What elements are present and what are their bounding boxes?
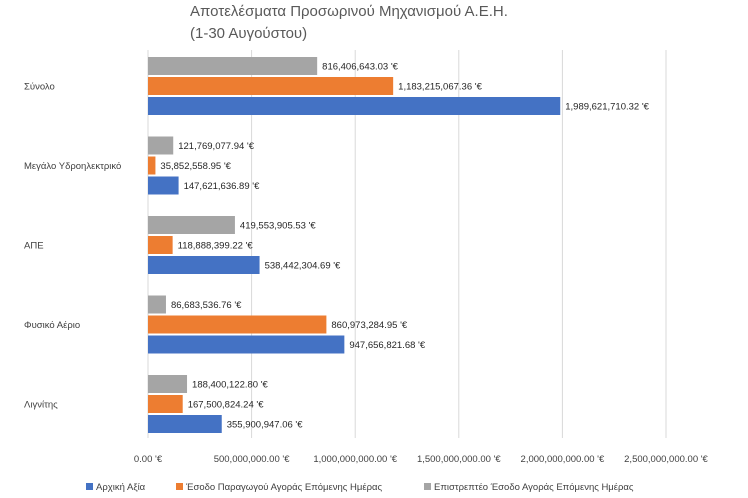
data-label: 35,852,558.95 '€ [160,161,231,172]
data-label: 121,769,077.94 '€ [178,141,254,152]
x-tick-label: 2,500,000,000.00 '€ [624,454,708,465]
category-label: Φυσικό Αέριο [24,320,80,331]
bar [148,335,345,354]
data-label: 538,442,304.69 '€ [265,261,341,272]
category-label: Σύνολο [24,82,55,93]
category-labels: Σύνολο Μεγάλο Υδροηλεκτρικό ΑΠΕ Φυσικό Αέρι… [24,82,121,411]
chart-title-line-1: Αποτελέσματα Προσωρινού Μηχανισμού Α.Ε.Η… [190,3,508,20]
data-label: 188,400,122.80 '€ [192,380,268,391]
bar [148,156,156,175]
data-label: 167,500,824.24 '€ [188,400,264,411]
data-label: 419,553,905.53 '€ [240,221,316,232]
legend-swatch [86,483,93,490]
x-tick-label: 500,000,000.00 '€ [214,454,290,465]
bar [148,295,166,314]
bar [148,97,561,115]
x-tick-label: 1,500,000,000.00 '€ [417,454,501,465]
category-label: ΑΠΕ [24,241,44,252]
x-tick-label: 2,000,000,000.00 '€ [521,454,605,465]
legend-swatch [424,483,431,490]
bar [148,136,174,155]
bar [148,57,318,75]
data-label: 355,900,947.06 '€ [227,420,303,431]
bar [148,77,394,95]
data-label: 860,973,284.95 '€ [331,320,407,331]
bar [148,256,260,274]
bar [148,395,183,413]
legend-label: Αρχική Αξία [96,482,146,493]
data-label: 147,621,636.89 '€ [184,181,260,192]
legend-label: Έσοδο Παραγωγού Αγοράς Επόμενης Ημέρας [185,482,382,493]
data-label: 86,683,536.76 '€ [171,300,242,311]
bar [148,176,179,195]
data-label: 1,183,215,067.36 '€ [398,82,482,93]
bar [148,216,235,234]
bar [148,415,222,433]
chart-title-line-2: (1-30 Αυγούστου) [190,25,307,42]
data-label: 816,406,643.03 '€ [322,62,398,73]
legend-label: Επιστρεπτέο Έσοδο Αγοράς Επόμενης Ημέρας [434,482,634,493]
legend: Αρχική Αξία Έσοδο Παραγωγού Αγοράς Επόμεν… [86,482,634,493]
x-tick-label: 1,000,000,000.00 '€ [313,454,397,465]
category-label: Λιγνίτης [24,400,58,411]
x-axis-ticks: 0.00 '€ 500,000,000.00 '€ 1,000,000,000.00… [134,454,709,465]
bars: 816,406,643.03 '€1,183,215,067.36 '€ 1,98… [148,57,650,433]
data-label: 947,656,821.68 '€ [349,340,425,351]
bar [148,236,173,254]
bar [148,375,188,393]
x-tick-label: 0.00 '€ [134,454,163,465]
data-label: 1,989,621,710.32 '€ [565,102,649,113]
data-label: 118,888,399.22 '€ [178,241,254,252]
category-label: Μεγάλο Υδροηλεκτρικό [24,161,121,172]
legend-swatch [176,483,183,490]
bar [148,315,327,334]
